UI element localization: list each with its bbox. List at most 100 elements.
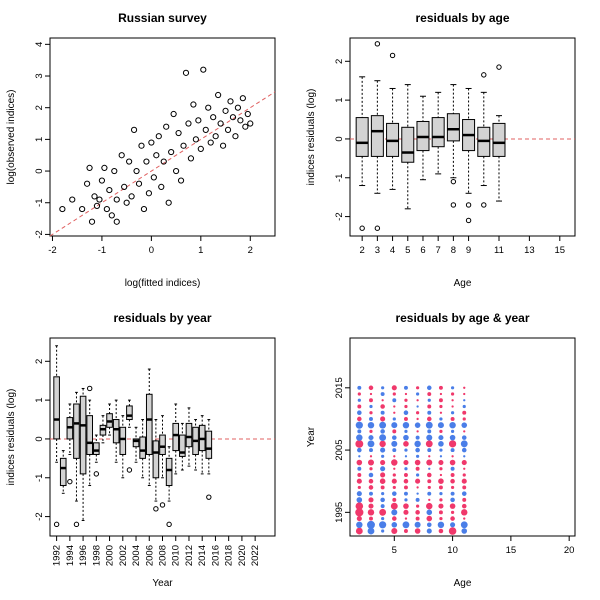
residual-bubble xyxy=(437,521,445,529)
residual-bubble xyxy=(462,404,466,409)
residual-bubble xyxy=(368,497,374,503)
box-iqr xyxy=(446,113,460,142)
scatter-point xyxy=(108,212,115,219)
residual-bubble xyxy=(450,497,455,503)
residual-bubble xyxy=(403,478,409,484)
y-tick-label: 2005 xyxy=(334,440,345,461)
residual-bubble xyxy=(380,410,385,415)
outlier-point xyxy=(126,467,133,473)
residual-bubble xyxy=(439,455,443,458)
residual-bubble xyxy=(448,527,457,535)
residual-bubble xyxy=(450,478,455,484)
x-tick-label: -2 xyxy=(48,245,56,256)
residual-bubble xyxy=(438,459,444,466)
residual-bubble xyxy=(367,509,375,516)
x-tick-label: 2010 xyxy=(171,545,182,566)
box-iqr xyxy=(355,117,369,157)
residual-bubble xyxy=(368,435,374,441)
residual-bubble xyxy=(463,399,466,402)
residual-bubble xyxy=(439,448,443,452)
residual-bubble xyxy=(451,399,454,402)
residual-bubble xyxy=(367,459,374,466)
residual-bubble xyxy=(416,430,419,433)
scatter-point xyxy=(130,126,138,133)
residual-bubble xyxy=(439,429,443,434)
y-tick-label: -1 xyxy=(34,474,45,482)
scatter-point xyxy=(79,205,86,213)
residual-bubble xyxy=(463,517,466,520)
x-tick-label: 8 xyxy=(451,245,456,256)
residual-bubble xyxy=(451,455,454,458)
residual-bubble xyxy=(426,434,433,441)
residual-bubble xyxy=(367,421,375,429)
residual-bubble xyxy=(439,404,443,409)
scatter-point xyxy=(59,205,66,213)
residual-bubble xyxy=(357,485,361,490)
x-tick-label: 1996 xyxy=(78,545,89,566)
chart-title: residuals by year xyxy=(113,311,211,325)
scatter-point xyxy=(239,95,246,102)
residual-bubble xyxy=(415,466,420,471)
residual-bubble xyxy=(461,459,467,466)
residual-bubble xyxy=(437,422,444,429)
scatter-point xyxy=(113,218,120,225)
residual-bubble xyxy=(368,485,374,490)
residual-bubble xyxy=(355,439,364,448)
residual-bubble xyxy=(416,417,419,421)
residual-bubble xyxy=(416,504,420,508)
box-iqr xyxy=(431,117,445,148)
x-tick-label: 10 xyxy=(447,545,458,556)
residual-bubble xyxy=(404,498,408,502)
residual-bubble xyxy=(415,435,420,440)
x-tick-label: -1 xyxy=(98,245,106,256)
residual-bubble xyxy=(416,392,420,396)
residual-bubble xyxy=(449,434,456,441)
residual-bubble xyxy=(450,386,455,390)
residual-bubble xyxy=(392,435,397,440)
residual-bubble xyxy=(415,497,420,502)
residual-bubble xyxy=(403,529,408,533)
residual-bubble xyxy=(438,441,444,447)
residual-bubble xyxy=(380,497,385,503)
y-axis-label: indices residuals (log) xyxy=(6,389,17,486)
residual-bubble xyxy=(428,467,431,470)
residual-bubble xyxy=(450,522,456,528)
residual-bubble xyxy=(461,447,467,453)
x-tick-label: 2002 xyxy=(118,545,129,566)
residual-bubble xyxy=(392,485,396,490)
residual-bubble xyxy=(463,455,466,458)
y-axis-label: indices residuals (log) xyxy=(306,89,317,186)
residual-bubble xyxy=(463,386,466,389)
y-tick-label: 2 xyxy=(334,59,345,64)
outlier-point xyxy=(496,64,502,70)
x-axis-label: log(fitted indices) xyxy=(125,278,201,289)
y-tick-label: -2 xyxy=(34,230,45,238)
residual-bubble xyxy=(461,435,467,440)
residual-bubble xyxy=(450,429,455,434)
residual-bubble xyxy=(357,416,362,422)
residual-bubble xyxy=(439,492,443,496)
scatter-point xyxy=(190,101,197,108)
residual-bubble xyxy=(404,517,408,520)
residual-bubble xyxy=(427,392,432,397)
residual-bubble xyxy=(356,478,362,484)
outlier-point xyxy=(53,521,60,528)
residual-bubble xyxy=(403,385,408,390)
residual-bubble xyxy=(403,473,408,477)
scatter-point xyxy=(227,98,234,105)
residual-bubble xyxy=(450,491,455,496)
residual-bubble xyxy=(403,459,409,466)
residual-bubble xyxy=(391,478,397,484)
residual-bubble xyxy=(450,466,455,471)
residual-bubble xyxy=(369,404,373,409)
y-axis-label: log(observed indices) xyxy=(6,89,17,184)
residual-bubble xyxy=(380,459,386,466)
residual-bubble xyxy=(404,455,408,458)
outlier-point xyxy=(450,202,457,208)
residual-bubble xyxy=(357,473,362,477)
residual-bubble xyxy=(439,498,443,502)
x-tick-label: 5 xyxy=(405,245,410,256)
residual-bubble xyxy=(414,459,421,466)
scatter-point xyxy=(91,193,98,200)
residual-bubble xyxy=(414,422,421,428)
